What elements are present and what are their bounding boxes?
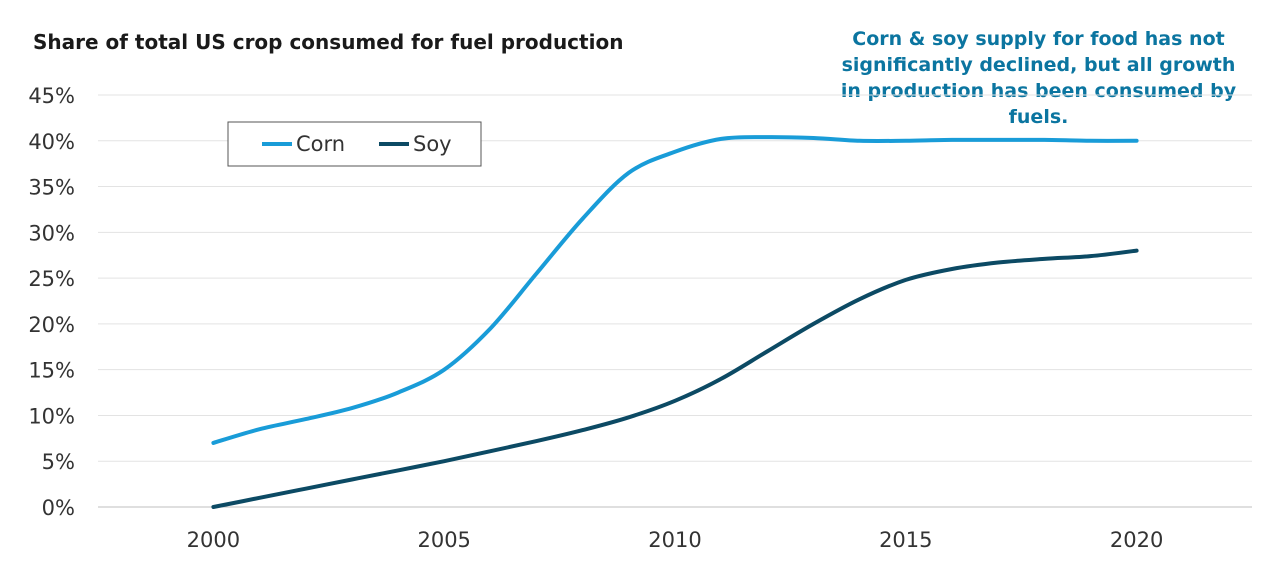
x-tick-label: 2020 xyxy=(1110,528,1163,552)
x-tick-label: 2000 xyxy=(187,528,240,552)
series-lines xyxy=(211,135,1139,509)
legend-corn-label: Corn xyxy=(296,132,345,156)
y-tick-label: 10% xyxy=(28,404,75,428)
y-tick-label: 35% xyxy=(28,176,75,200)
y-tick-label: 5% xyxy=(42,450,75,474)
x-tick-label: 2005 xyxy=(417,528,470,552)
y-tick-label: 20% xyxy=(28,313,75,337)
x-tick-label: 2010 xyxy=(648,528,701,552)
y-tick-label: 30% xyxy=(28,221,75,245)
legend: Corn Soy xyxy=(227,121,482,167)
y-tick-label: 0% xyxy=(42,496,75,520)
y-tick-label: 40% xyxy=(28,130,75,154)
gridlines xyxy=(98,94,1252,508)
chart-title: Share of total US crop consumed for fuel… xyxy=(33,30,624,54)
x-tick-label: 2015 xyxy=(879,528,932,552)
series-line-soy xyxy=(211,248,1139,509)
series-line-corn xyxy=(211,135,1139,445)
y-tick-label: 45% xyxy=(28,84,75,108)
y-axis: 0% 5% 10% 15% 20% 25% 30% 35% 40% 45% xyxy=(28,84,75,520)
y-tick-label: 25% xyxy=(28,267,75,291)
x-axis: 2000 2005 2010 2015 2020 xyxy=(187,528,1164,552)
y-tick-label: 15% xyxy=(28,359,75,383)
chart-annotation: Corn & soy supply for food has not signi… xyxy=(840,28,1237,128)
legend-soy-label: Soy xyxy=(413,132,452,156)
